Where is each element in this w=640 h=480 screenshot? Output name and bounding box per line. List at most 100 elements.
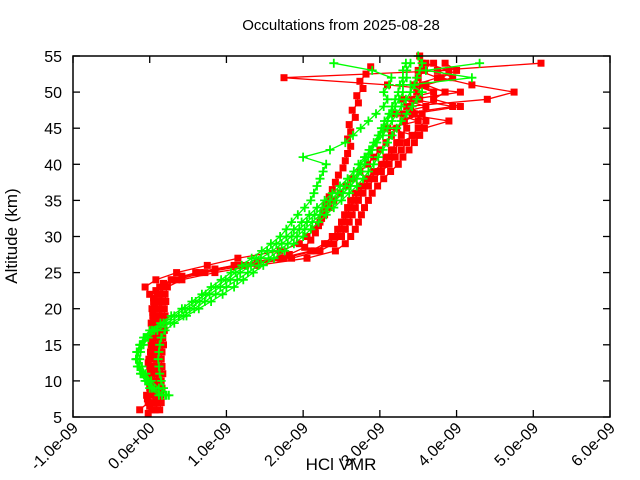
marker-square [173,269,181,277]
marker-plus [289,224,299,234]
marker-plus [306,195,316,205]
marker-plus [243,268,253,278]
marker-plus [321,159,331,169]
marker-plus [367,65,377,75]
marker-plus [251,253,261,263]
marker-square [354,218,362,226]
marker-square [311,229,319,237]
marker-plus [401,58,411,68]
marker-plus [379,87,389,97]
marker-square [430,59,438,67]
marker-plus [264,253,274,263]
marker-square [201,269,209,277]
marker-square [422,103,430,110]
marker-plus [180,304,190,314]
marker-square [414,124,422,132]
marker-square [366,175,374,183]
marker-square [155,305,163,313]
marker-plus [309,188,319,198]
marker-plus [281,232,291,241]
marker-square [152,276,160,284]
marker-plus [387,102,397,111]
marker-square [146,402,154,410]
marker-square [295,240,303,248]
marker-square [156,312,164,320]
marker-square [350,196,358,204]
marker-plus [191,297,201,306]
marker-square [433,74,441,82]
marker-square [161,312,169,320]
marker-square [163,283,171,291]
marker-plus [412,94,422,104]
x-tick-label: 0.0e+00 [105,420,158,473]
marker-square [152,377,160,385]
x-tick-label: 5.0e-09 [492,420,542,470]
marker-plus [159,318,168,328]
marker-plus [373,130,383,140]
marker-square [359,85,367,92]
marker-plus [338,188,348,198]
marker-square [324,240,332,248]
marker-plus [386,73,396,83]
marker-square [307,247,315,255]
marker-square [381,160,388,168]
marker-plus [387,130,397,140]
marker-square [449,103,457,110]
marker-square [149,312,157,320]
marker-square [441,88,449,96]
marker-square [422,81,430,89]
marker-plus [467,73,477,83]
y-tick-label: 55 [44,49,62,66]
marker-plus [283,239,293,249]
marker-plus [304,210,314,220]
marker-square [403,139,411,147]
marker-plus [396,116,406,126]
marker-square [453,66,461,74]
marker-square [156,406,164,414]
marker-square [360,182,368,190]
marker-square [161,290,169,298]
marker-square [152,287,160,295]
marker-square [510,88,518,96]
marker-plus [383,138,392,148]
y-tick-label: 40 [44,157,62,174]
marker-square [341,240,349,248]
y-tick-label: 20 [44,302,62,319]
marker-square [347,233,355,240]
marker-square [150,298,158,305]
marker-square [387,168,395,175]
marker-plus [297,217,307,227]
marker-square [344,135,352,143]
marker-square [303,254,311,262]
x-tick-label: 2.0e-09 [262,420,312,470]
marker-square [391,153,399,161]
marker-plus [325,145,335,155]
marker-square [288,254,296,262]
marker-square [211,269,219,277]
marker-plus [392,109,402,119]
marker-plus [352,174,362,184]
marker-square [351,113,359,121]
marker-plus [323,203,333,213]
marker-plus [417,58,427,68]
marker-square [385,160,393,168]
marker-square [141,283,149,291]
marker-square [203,261,211,269]
marker-square [353,92,361,100]
marker-square [371,175,378,183]
marker-square [341,225,349,233]
marker-square [354,196,362,204]
marker-plus [335,181,345,191]
marker-square [430,95,438,103]
occultation-profiles-red [136,52,545,417]
marker-square [144,409,152,417]
marker-square [437,74,445,82]
marker-square [280,254,288,262]
marker-plus [346,181,356,191]
marker-square [345,121,353,129]
marker-square [449,74,457,82]
chart-title: Occultations from 2025-08-28 [242,17,440,34]
marker-square [339,164,347,172]
marker-plus [307,217,317,227]
